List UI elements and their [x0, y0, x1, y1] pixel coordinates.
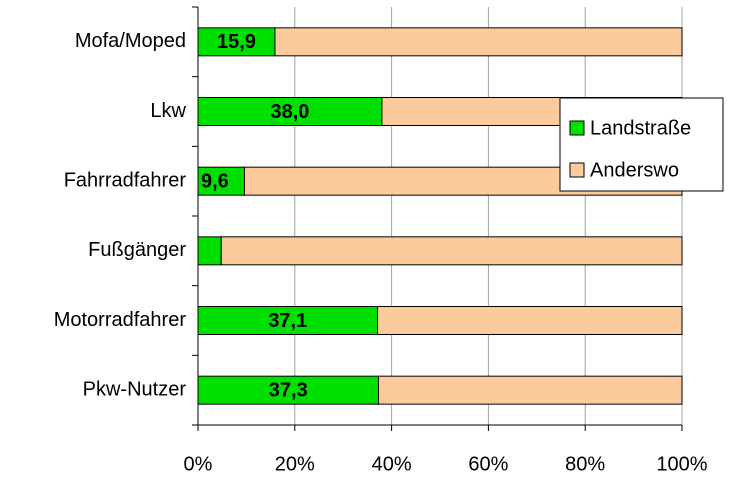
x-tick-label: 20%: [275, 453, 315, 475]
legend-swatch: [569, 162, 585, 178]
value-label: 37,3: [269, 379, 308, 401]
bar-segment: [197, 27, 276, 57]
legend-swatch: [569, 120, 585, 136]
value-label: 9,6: [201, 170, 229, 192]
bar-segment: [197, 236, 222, 266]
bar-segment: [197, 375, 380, 405]
y-tick-label: Fahrradfahrer: [64, 169, 187, 191]
bar-segment: [197, 97, 383, 126]
bar-segment: [197, 166, 245, 196]
y-tick-label: Fußgänger: [88, 239, 186, 261]
x-tick-label: 40%: [372, 453, 412, 475]
value-label: 38,0: [270, 101, 309, 123]
bar-segment: [220, 236, 683, 266]
value-label: 37,1: [268, 310, 307, 332]
y-tick-label: Mofa/Moped: [75, 30, 186, 52]
legend-label: Anderswo: [590, 159, 679, 181]
bar-segment: [377, 306, 683, 335]
legend-box: [559, 97, 724, 192]
x-tick-label: 100%: [656, 453, 707, 475]
y-tick-label: Pkw-Nutzer: [83, 378, 187, 400]
legend-label: Landstraße: [590, 117, 691, 139]
x-tick-label: 80%: [565, 453, 605, 475]
y-tick-label: Motorradfahrer: [54, 309, 187, 331]
bar-segment: [274, 27, 683, 57]
y-tick-label: Lkw: [150, 100, 186, 122]
value-label: 15,9: [217, 31, 256, 53]
x-tick-label: 0%: [184, 453, 213, 475]
legend: Landstraße Anderswo: [559, 97, 724, 192]
x-tick-label: 60%: [468, 453, 508, 475]
bar-segment: [378, 375, 683, 405]
